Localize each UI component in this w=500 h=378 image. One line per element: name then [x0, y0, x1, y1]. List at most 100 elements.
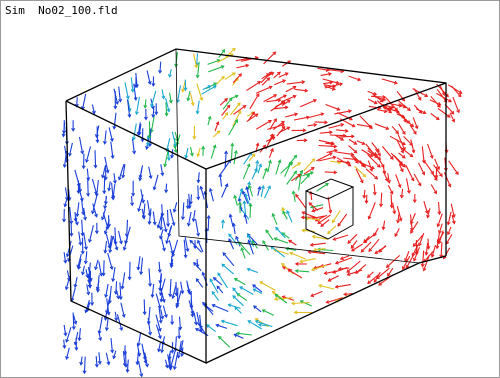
- flow-arrow: [149, 268, 150, 286]
- flow-arrow: [312, 265, 327, 270]
- flow-arrow: [151, 91, 155, 107]
- flow-arrow: [196, 219, 199, 236]
- flow-arrow: [349, 146, 357, 153]
- flow-arrow: [391, 194, 392, 208]
- flow-arrow: [198, 186, 199, 200]
- flow-arrow: [276, 227, 286, 238]
- flow-arrow: [256, 87, 272, 94]
- flow-arrow: [351, 241, 357, 249]
- flow-arrow: [414, 174, 421, 186]
- flow-arrow: [441, 242, 442, 257]
- flow-arrow: [444, 172, 450, 186]
- flow-arrow: [84, 357, 85, 374]
- flow-arrow: [330, 135, 346, 136]
- flow-arrow: [419, 163, 425, 175]
- flow-arrow: [396, 174, 401, 187]
- flow-arrow: [296, 195, 306, 209]
- flow-arrow: [347, 270, 362, 275]
- flow-arrow: [250, 94, 259, 109]
- flow-arrow: [431, 96, 440, 107]
- flow-arrow: [111, 142, 113, 159]
- flow-arrow: [300, 100, 316, 107]
- flow-arrow: [148, 200, 151, 216]
- flow-arrow: [369, 239, 379, 251]
- flow-arrow: [382, 79, 397, 83]
- flow-arrow: [151, 116, 154, 132]
- viewer-window: Sim No02_100.fld: [0, 0, 500, 378]
- flow-arrow: [431, 114, 439, 120]
- flow-arrow: [328, 226, 336, 234]
- flow-arrow: [271, 101, 285, 111]
- flow-arrow: [368, 155, 381, 168]
- flow-arrow: [222, 184, 228, 198]
- flow-arrow: [222, 321, 238, 326]
- flow-arrow: [99, 317, 102, 334]
- flow-arrow: [246, 82, 260, 91]
- flow-arrow: [183, 203, 184, 220]
- flow-arrow: [127, 220, 128, 237]
- flow-arrow: [219, 50, 225, 58]
- flow-arrow: [84, 232, 87, 249]
- flow-arrow: [120, 282, 121, 299]
- flow-arrow: [371, 96, 385, 97]
- flow-arrow: [214, 278, 222, 285]
- flow-arrow: [170, 279, 171, 296]
- flow-arrow: [315, 122, 328, 123]
- flow-arrow: [437, 89, 446, 102]
- flow-arrow: [382, 146, 393, 159]
- flow-arrow: [424, 255, 430, 271]
- flow-arrow: [375, 124, 389, 129]
- flow-arrow: [82, 220, 83, 236]
- flow-arrow: [397, 112, 410, 123]
- box-front-edges: [66, 101, 206, 363]
- flow-arrow: [438, 109, 450, 118]
- flow-arrow: [196, 279, 202, 288]
- flow-arrow: [381, 193, 382, 207]
- flow-arrow: [338, 136, 354, 137]
- flow-arrow: [332, 211, 340, 223]
- flow-arrow: [431, 185, 436, 194]
- flow-arrow: [89, 225, 93, 242]
- flow-arrow: [319, 146, 337, 147]
- flow-arrow: [208, 216, 209, 231]
- flow-arrow: [122, 273, 125, 289]
- flow-arrow: [217, 76, 225, 84]
- flow-arrow: [375, 246, 386, 253]
- flow-arrow: [86, 147, 90, 163]
- flow-arrow: [264, 52, 276, 64]
- flow-arrow: [292, 163, 300, 169]
- flow-arrow: [208, 66, 224, 72]
- flow-arrow: [428, 144, 433, 158]
- flow-arrow: [137, 97, 140, 114]
- flow-arrow: [92, 179, 96, 194]
- flow-arrow: [156, 315, 160, 331]
- flow-arrow: [387, 255, 400, 267]
- flow-arrow: [109, 215, 110, 226]
- flow-arrow: [174, 352, 177, 369]
- flow-arrow: [173, 240, 178, 257]
- flow-arrow: [276, 160, 280, 174]
- flow-arrow: [390, 136, 405, 144]
- flow-arrow: [144, 299, 145, 314]
- flow-arrow: [197, 84, 202, 100]
- flow-arrow: [207, 325, 216, 332]
- flow-view: [1, 1, 499, 377]
- flow-arrow: [449, 161, 458, 175]
- flow-arrow: [108, 253, 113, 269]
- flow-arrow: [325, 172, 337, 173]
- flow-arrow: [104, 260, 105, 275]
- flow-arrow: [352, 154, 364, 166]
- flow-arrow: [220, 99, 227, 106]
- flow-arrow: [168, 210, 169, 226]
- flow-arrow: [453, 97, 459, 112]
- flow-arrow: [265, 186, 271, 198]
- flow-arrow: [333, 235, 348, 240]
- flow-arrow: [262, 78, 270, 85]
- flow-arrow: [235, 279, 246, 285]
- flow-arrow: [88, 179, 89, 196]
- flow-arrow: [231, 144, 232, 161]
- flow-arrow: [104, 176, 105, 194]
- flow-arrow: [219, 337, 230, 348]
- flow-arrow: [326, 105, 340, 110]
- flow-arrow: [233, 111, 241, 126]
